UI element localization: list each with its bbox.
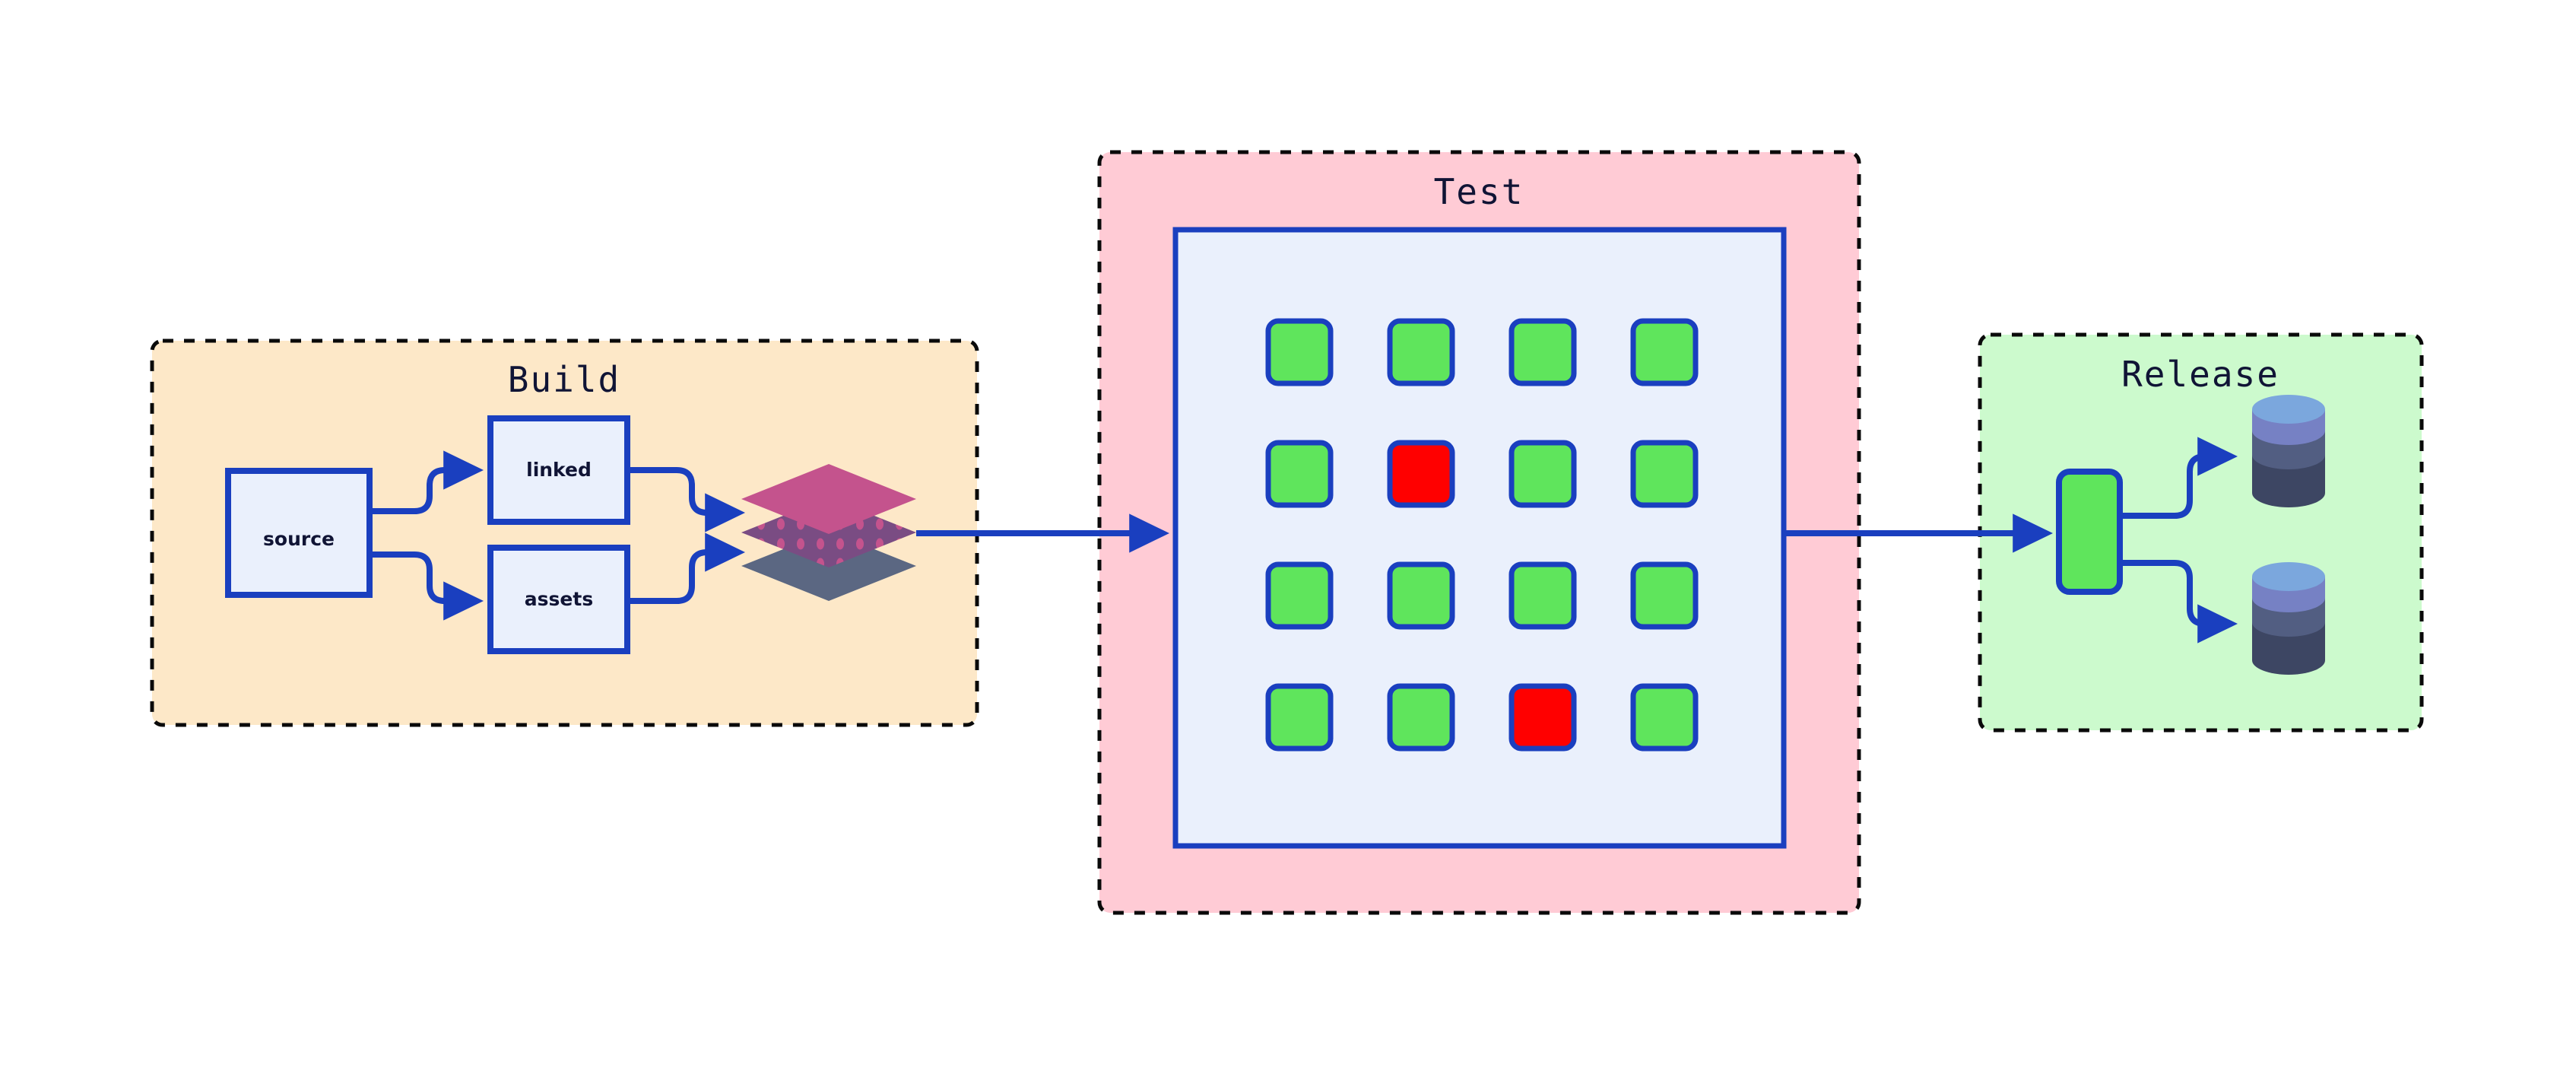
test-cell-r3c1[interactable]: [1265, 561, 1334, 630]
node-linked-label: linked: [526, 459, 592, 481]
test-cell-r2c1[interactable]: [1265, 440, 1334, 508]
test-cell-r1c3[interactable]: [1508, 318, 1577, 386]
test-cell-r4c3[interactable]: [1508, 683, 1577, 752]
group-build-title: Build: [508, 359, 620, 400]
test-cell-r3c4[interactable]: [1630, 561, 1699, 630]
group-test-title: Test: [1434, 171, 1524, 212]
layers-icon-top-layer: [741, 464, 916, 534]
edge-assets-to-layers: [627, 532, 746, 604]
node-assets-label: assets: [525, 588, 593, 610]
group-release-title: Release: [2121, 354, 2279, 395]
node-assets[interactable]: assets: [487, 545, 630, 654]
test-cell-r4c4[interactable]: [1630, 683, 1699, 752]
group-test: Test: [1097, 150, 1861, 915]
node-linked[interactable]: linked: [487, 415, 630, 525]
node-release-artifact[interactable]: [2056, 469, 2123, 595]
group-build: Build source linked assets: [150, 339, 979, 727]
node-source-box[interactable]: [225, 468, 373, 598]
edge-source-to-linked: [370, 450, 484, 514]
node-linked-box[interactable]: [487, 415, 630, 525]
database-icon-top: [2252, 562, 2325, 591]
test-cell-r4c1[interactable]: [1265, 683, 1334, 752]
node-source[interactable]: source: [225, 468, 373, 598]
test-cell-r2c3[interactable]: [1508, 440, 1577, 508]
test-cell-r4c2[interactable]: [1387, 683, 1455, 752]
test-result-grid: [1265, 318, 1699, 752]
edge-linked-to-layers: [627, 467, 746, 532]
test-cell-r2c4[interactable]: [1630, 440, 1699, 508]
database-icon-top: [2252, 395, 2325, 424]
edge-source-to-assets: [370, 551, 484, 621]
database-icon: [2252, 562, 2325, 675]
edge-artifact-to-db-primary: [2120, 437, 2238, 519]
group-release: Release: [1978, 332, 2424, 733]
test-cell-r3c3[interactable]: [1508, 561, 1577, 630]
database-icon: [2252, 395, 2325, 507]
layers-icon: [741, 464, 916, 601]
node-source-label: source: [263, 528, 335, 550]
edge-artifact-to-db-replica: [2120, 560, 2238, 644]
test-cell-r2c2[interactable]: [1387, 440, 1455, 508]
test-cell-r1c1[interactable]: [1265, 318, 1334, 386]
test-cell-r1c4[interactable]: [1630, 318, 1699, 386]
test-cell-r3c2[interactable]: [1387, 561, 1455, 630]
test-cell-r1c2[interactable]: [1387, 318, 1455, 386]
